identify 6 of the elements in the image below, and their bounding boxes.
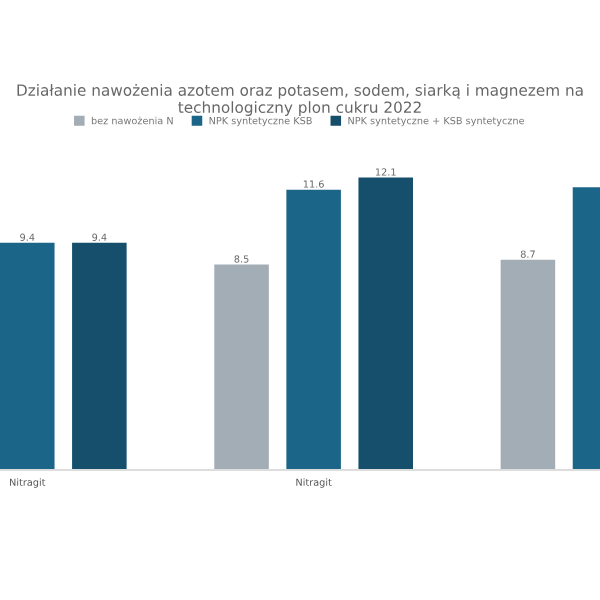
bar — [500, 259, 556, 470]
bar — [214, 264, 269, 470]
bar — [286, 189, 341, 470]
bar — [72, 242, 127, 470]
bar — [358, 177, 413, 470]
bar — [0, 242, 55, 470]
